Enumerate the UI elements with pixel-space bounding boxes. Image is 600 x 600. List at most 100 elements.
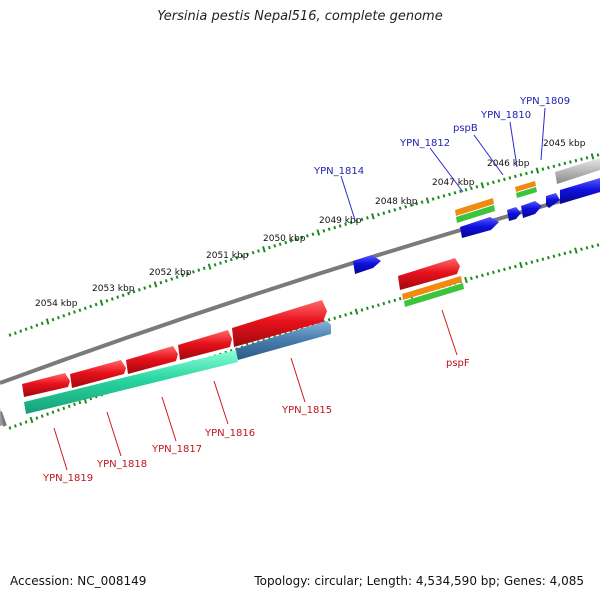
label-ypn-1817: YPN_1817 (151, 444, 202, 455)
gene-pspf-orange[interactable] (402, 276, 462, 300)
minor-tick (558, 253, 561, 257)
gene-blue-2[interactable] (546, 193, 560, 208)
label-ypn-1818: YPN_1818 (96, 459, 147, 470)
gene-blue-5[interactable] (353, 255, 381, 274)
label-ypn-1810: YPN_1810 (480, 110, 531, 121)
minor-tick (137, 288, 141, 292)
minor-tick (371, 304, 375, 309)
gene-ypn-1817-red[interactable] (126, 346, 178, 374)
minor-tick (235, 256, 239, 260)
gene-pspf-green[interactable] (404, 283, 464, 307)
minor-tick (338, 224, 342, 228)
minor-tick (569, 160, 572, 164)
kbp-label: 2045 kbp (543, 139, 586, 149)
minor-tick (503, 177, 506, 182)
gene-pspb-orange[interactable] (515, 181, 536, 192)
kbp-label: 2048 kbp (375, 197, 418, 207)
gene-blue-3[interactable] (521, 201, 542, 218)
minor-tick (547, 165, 550, 170)
minor-tick (552, 164, 556, 169)
minor-tick (541, 257, 545, 261)
label-ypn-1815: YPN_1815 (281, 405, 332, 416)
minor-tick (481, 273, 484, 278)
minor-tick (596, 243, 600, 247)
minor-tick (57, 408, 60, 412)
minor-tick (525, 261, 528, 266)
minor-tick (475, 185, 479, 189)
minor-tick (596, 153, 600, 157)
minor-tick (289, 239, 293, 243)
kbp-label: 2053 kbp (92, 284, 135, 294)
label-pspf: pspF (446, 358, 470, 369)
gene-pspf-red[interactable] (398, 258, 460, 290)
minor-tick (186, 271, 190, 276)
gene-teal-strand[interactable] (24, 350, 238, 414)
gene-pspb-green[interactable] (516, 187, 537, 198)
minor-tick (530, 170, 534, 174)
minor-tick (442, 194, 446, 198)
major-tick (354, 308, 359, 315)
minor-tick (35, 416, 39, 420)
gene-ypn-1809-grey[interactable] (555, 158, 600, 184)
major-tick (590, 153, 595, 160)
gene-ypn-1812-green[interactable] (456, 205, 495, 223)
minor-tick (530, 260, 534, 264)
gene-ypn-1815-red[interactable] (232, 300, 327, 347)
major-tick (371, 213, 375, 220)
minor-tick (121, 293, 125, 298)
minor-tick (164, 279, 168, 283)
minor-tick (197, 268, 201, 272)
minor-tick (377, 303, 380, 307)
label-ypn-1819: YPN_1819 (42, 473, 93, 484)
outer-tick-ring (8, 153, 600, 337)
minor-tick (514, 264, 517, 269)
genome-summary: Topology: circular; Length: 4,534,590 bp… (254, 574, 584, 588)
minor-tick (306, 234, 309, 238)
gene-ypn-1812-orange[interactable] (455, 198, 494, 216)
minor-tick (67, 404, 71, 409)
minor-tick (181, 273, 184, 278)
minor-tick (273, 244, 277, 248)
minor-tick (257, 249, 260, 253)
minor-tick (175, 275, 179, 279)
minor-tick (574, 158, 578, 163)
minor-tick (377, 212, 380, 217)
minor-tick (246, 252, 249, 257)
minor-tick (404, 205, 408, 209)
gene-ypn-1814-blue[interactable] (460, 217, 499, 238)
minor-tick (327, 227, 331, 231)
major-tick (480, 182, 485, 189)
minor-tick (8, 333, 12, 337)
minor-tick (360, 217, 364, 222)
gene-ypn-1815-steel[interactable] (235, 321, 331, 360)
minor-tick (547, 255, 550, 260)
minor-tick (105, 299, 109, 303)
minor-tick (344, 222, 347, 227)
accession-text: Accession: NC_008149 (10, 574, 147, 588)
minor-tick (508, 266, 512, 270)
minor-tick (51, 410, 55, 414)
gene-blue-4[interactable] (507, 207, 521, 221)
gene-ypn-1816-red[interactable] (178, 330, 232, 360)
minor-tick (393, 298, 397, 303)
major-tick (535, 167, 540, 174)
minor-tick (295, 237, 298, 241)
gene-ypn-1819-red[interactable] (22, 373, 70, 397)
minor-tick (24, 420, 28, 424)
minor-tick (300, 235, 304, 240)
minor-tick (420, 200, 424, 204)
kbp-label: 2046 kbp (487, 159, 530, 169)
minor-tick (46, 412, 49, 416)
minor-tick (83, 306, 87, 311)
minor-tick (110, 297, 114, 301)
minor-tick (333, 316, 337, 320)
minor-tick (558, 163, 561, 167)
minor-tick (393, 208, 397, 212)
minor-tick (14, 424, 17, 428)
major-tick (574, 247, 578, 254)
gene-blue-1[interactable] (560, 178, 600, 204)
minor-tick (437, 195, 440, 200)
minor-tick (382, 301, 386, 306)
gene-ypn-1818-red[interactable] (70, 360, 126, 388)
minor-tick (591, 244, 594, 249)
